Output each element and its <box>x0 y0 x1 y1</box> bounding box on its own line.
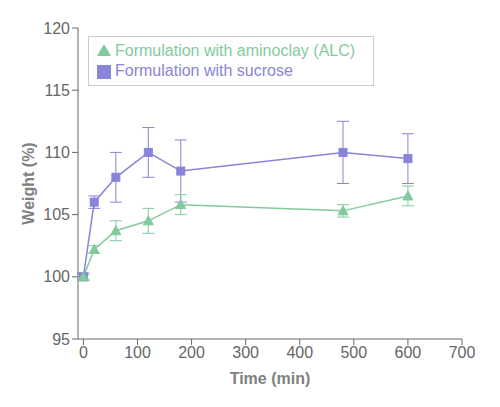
svg-text:Weight (%): Weight (%) <box>20 142 37 224</box>
svg-text:700: 700 <box>449 344 476 361</box>
svg-text:110: 110 <box>44 144 70 161</box>
html-text:Formulation with aminoclay (AL: Formulation with aminoclay (ALC) <box>115 42 356 59</box>
svg-text:100: 100 <box>43 268 70 285</box>
svg-text:95: 95 <box>52 331 70 348</box>
html-text:Formulation with sucrose: Formulation with sucrose <box>115 62 293 79</box>
svg-text:100: 100 <box>124 344 151 361</box>
svg-text:105: 105 <box>43 206 70 223</box>
svg-text:120: 120 <box>43 20 70 37</box>
svg-text:400: 400 <box>286 344 313 361</box>
svg-text:600: 600 <box>395 344 422 361</box>
svg-text:0: 0 <box>79 344 88 361</box>
svg-text:115: 115 <box>44 82 70 99</box>
svg-text:Time (min): Time (min) <box>230 370 311 387</box>
svg-text:200: 200 <box>178 344 205 361</box>
svg-text:300: 300 <box>232 344 259 361</box>
svg-text:500: 500 <box>340 344 367 361</box>
